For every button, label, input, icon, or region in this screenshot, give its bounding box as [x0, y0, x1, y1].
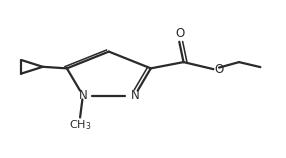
- Text: N: N: [130, 89, 139, 102]
- Text: O: O: [175, 27, 184, 40]
- Text: O: O: [214, 63, 223, 76]
- Text: N: N: [79, 89, 87, 102]
- Text: CH$_3$: CH$_3$: [69, 118, 92, 132]
